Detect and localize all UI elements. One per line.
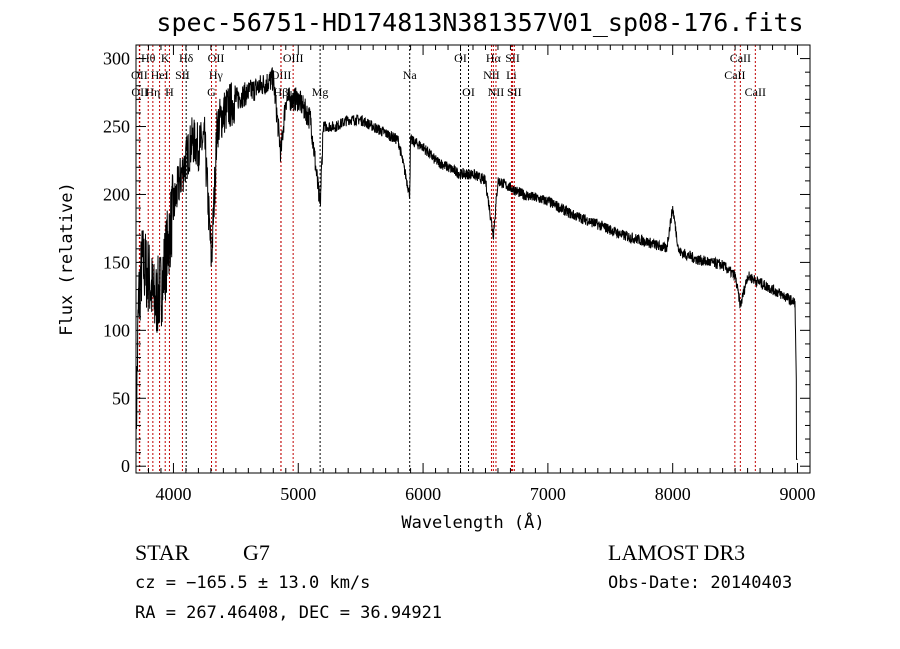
spectral-line-label: NII xyxy=(483,68,500,82)
x-tick-label: 9000 xyxy=(780,484,816,504)
chart-title: spec-56751-HD174813N381357V01_sp08-176.f… xyxy=(156,8,804,37)
spectral-line-label: Hγ xyxy=(209,68,224,82)
spectral-line-label: Na xyxy=(403,68,418,82)
spectral-line-label: Mg xyxy=(312,85,329,99)
x-tick-label: 5000 xyxy=(280,484,316,504)
spectral-line-label: Hα xyxy=(486,51,502,65)
y-tick-label: 300 xyxy=(103,49,130,69)
survey-label: LAMOST DR3 xyxy=(608,540,746,565)
spectral-line-label: Hθ xyxy=(141,51,156,65)
spectral-line-label: CaII xyxy=(745,85,766,99)
y-tick-label: 150 xyxy=(103,252,130,272)
x-tick-label: 6000 xyxy=(405,484,441,504)
spectral-line-label: CaII xyxy=(730,51,751,65)
coordinates-text: RA = 267.46408, DEC = 36.94921 xyxy=(135,603,443,623)
x-tick-label: 4000 xyxy=(155,484,191,504)
spectral-line-label: OI xyxy=(454,51,467,65)
spectral-line-label: NII xyxy=(488,85,505,99)
x-axis-label: Wavelength (Å) xyxy=(401,511,544,533)
spectral-line-label: HeI xyxy=(151,68,169,82)
spectral-line-label: SII xyxy=(505,51,520,65)
spectral-line-label: K xyxy=(161,51,170,65)
spectral-line-label: Hβ xyxy=(274,85,289,99)
spectral-line-label: SII xyxy=(507,85,522,99)
y-tick-label: 250 xyxy=(103,117,130,137)
y-tick-label: 200 xyxy=(103,184,130,204)
x-tick-label: 7000 xyxy=(530,484,566,504)
object-subclass: G7 xyxy=(243,540,270,565)
spectrum-line xyxy=(135,67,798,467)
spectral-line-label: Hη xyxy=(145,85,160,99)
object-class: STAR xyxy=(135,540,190,565)
spectral-line-label: H xyxy=(165,85,174,99)
spectral-line-label: Hδ xyxy=(179,51,194,65)
spectral-line-label: G xyxy=(207,85,216,99)
spectral-line-label: CaII xyxy=(724,68,745,82)
spectral-line-label: OIII xyxy=(283,51,304,65)
y-tick-label: 50 xyxy=(112,388,130,408)
y-tick-label: 100 xyxy=(103,320,130,340)
redshift-text: cz = −165.5 ± 13.0 km/s xyxy=(135,573,371,593)
spectral-line-label: Li xyxy=(506,68,517,82)
obs-date: Obs-Date: 20140403 xyxy=(608,573,793,593)
y-axis-label: Flux (relative) xyxy=(57,182,77,336)
spectral-line-label: OI xyxy=(462,85,475,99)
spectral-line-label: SII xyxy=(175,68,190,82)
x-tick-label: 8000 xyxy=(655,484,691,504)
y-tick-label: 0 xyxy=(121,456,130,476)
